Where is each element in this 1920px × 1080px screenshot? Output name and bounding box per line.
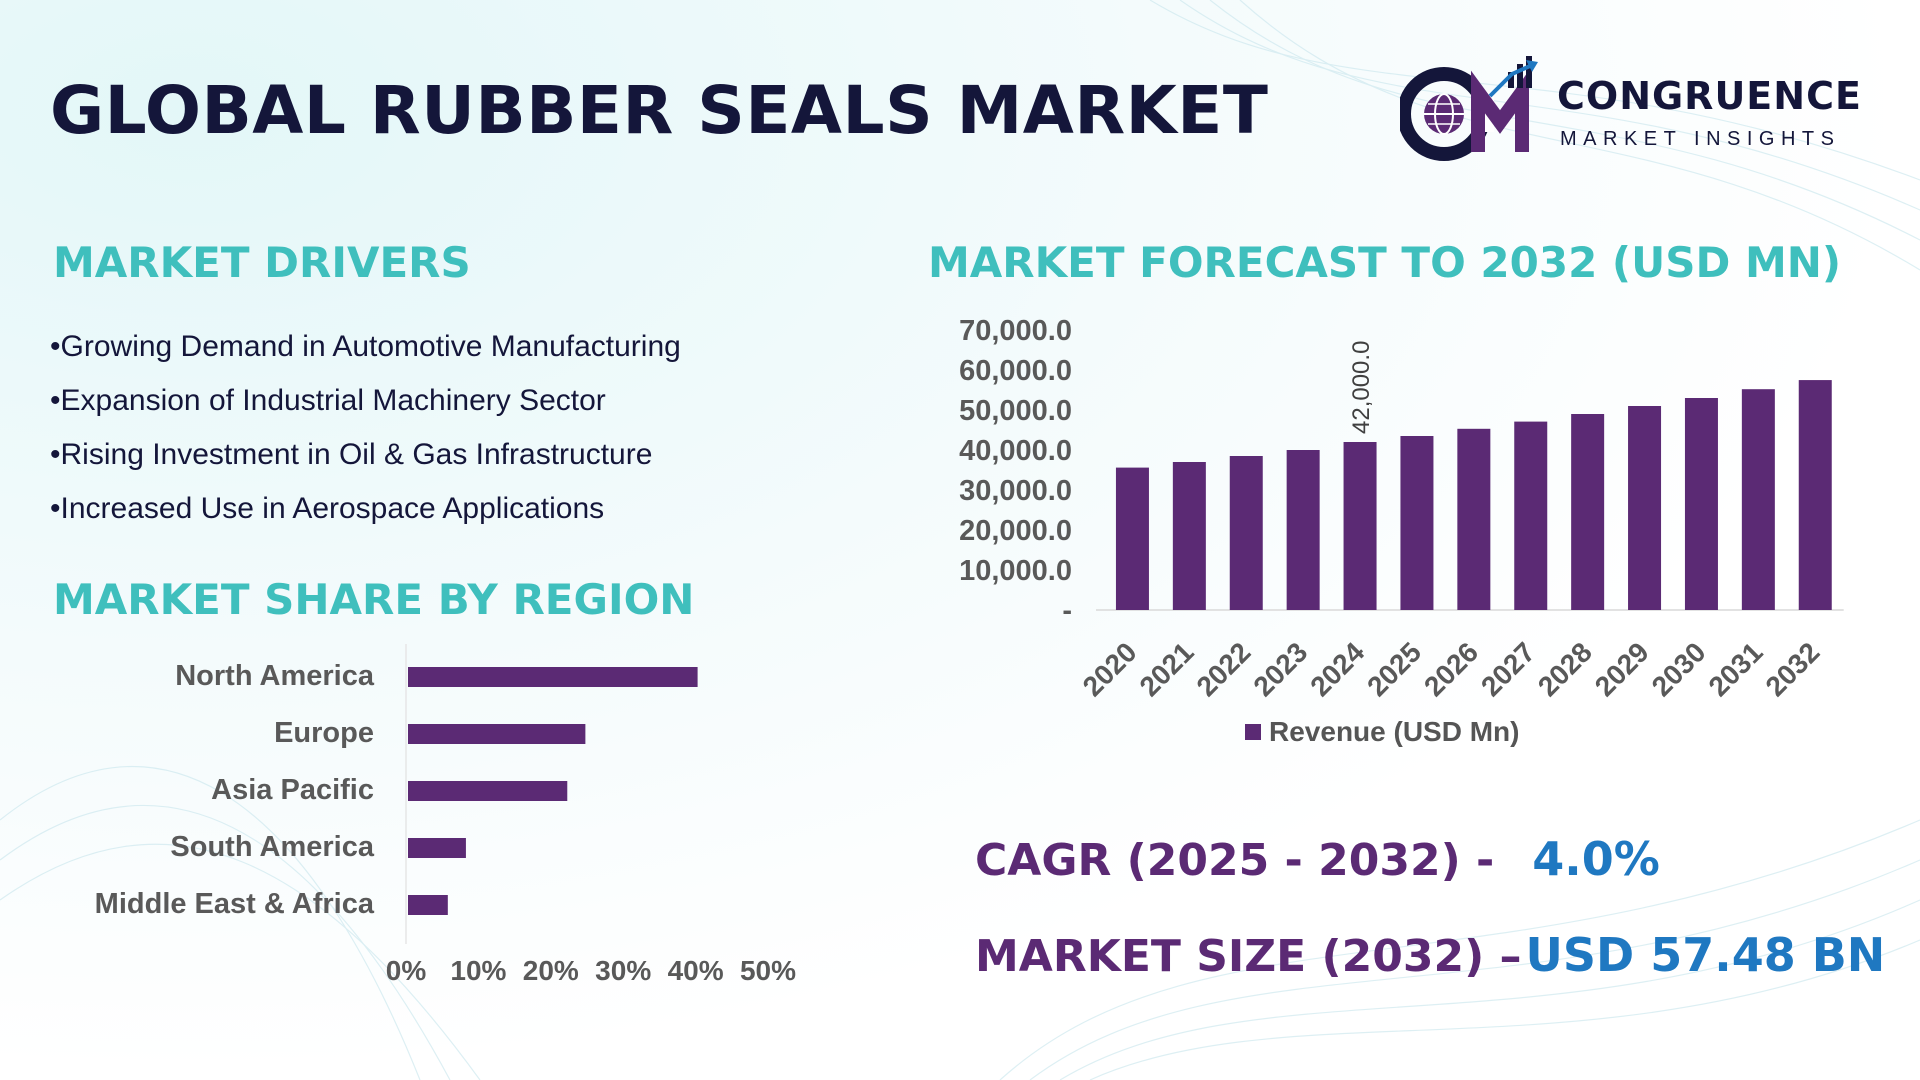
- forecast-y-tick-label: 50,000.0: [959, 395, 1072, 427]
- market-drivers-heading: MARKET DRIVERS: [53, 238, 471, 287]
- forecast-bar: [1286, 450, 1320, 610]
- forecast-x-tick-label: 2029: [1589, 636, 1655, 702]
- region-x-tick-label: 20%: [523, 955, 579, 986]
- region-category-label: South America: [170, 831, 374, 863]
- forecast-x-tick-label: 2028: [1532, 636, 1598, 702]
- market-size-label: MARKET SIZE (2032) –: [975, 931, 1522, 982]
- region-category-label: Europe: [274, 717, 374, 749]
- forecast-legend: Revenue (USD Mn): [1245, 716, 1519, 748]
- forecast-y-tick-label: 70,000.0: [959, 315, 1072, 347]
- cagr-value: 4.0%: [1532, 832, 1660, 886]
- forecast-bar: [1798, 380, 1832, 610]
- market-size-stat: MARKET SIZE (2032) –USD 57.48 BN: [975, 928, 1885, 982]
- region-share-bar-chart: North America Europe Asia Pacific South Ame…: [95, 644, 796, 986]
- region-x-tick-label: 30%: [595, 955, 651, 986]
- forecast-bar: [1741, 389, 1775, 610]
- forecast-x-tick-label: 2021: [1134, 636, 1200, 702]
- region-x-tick-label: 0%: [386, 955, 427, 986]
- forecast-x-tick-label: 2032: [1760, 636, 1826, 702]
- forecast-data-label: 42,000.0: [1348, 341, 1375, 434]
- region-bar: [408, 667, 698, 687]
- region-x-tick-label: 10%: [450, 955, 506, 986]
- cm-globe-growth-logo-icon: [1400, 56, 1538, 161]
- forecast-bar: [1343, 442, 1377, 610]
- forecast-x-tick-label: 2027: [1475, 636, 1541, 702]
- forecast-heading: MARKET FORECAST TO 2032 (USD MN): [928, 238, 1842, 287]
- company-logo: CONGRUENCE MARKET INSIGHTS: [1400, 52, 1870, 162]
- market-drivers-list: Growing Demand in Automotive Manufacturi…: [50, 320, 681, 536]
- forecast-y-tick-label: 40,000.0: [959, 435, 1072, 467]
- forecast-y-tick-label: 10,000.0: [959, 555, 1072, 587]
- forecast-x-tick-label: 2030: [1646, 636, 1712, 702]
- forecast-bar: [1400, 436, 1434, 610]
- forecast-x-tick-label: 2025: [1361, 636, 1427, 702]
- forecast-bar: [1229, 456, 1263, 610]
- forecast-bar: [1571, 414, 1605, 610]
- region-category-label: North America: [175, 660, 375, 692]
- forecast-x-tick-label: 2020: [1077, 636, 1143, 702]
- forecast-x-tick-label: 2024: [1304, 636, 1370, 702]
- cagr-label: CAGR (2025 - 2032) -: [975, 835, 1495, 886]
- legend-label: Revenue (USD Mn): [1269, 716, 1520, 747]
- market-size-value: USD 57.48 BN: [1525, 928, 1886, 982]
- forecast-y-tick-label: -: [1062, 595, 1072, 627]
- region-share-heading: MARKET SHARE BY REGION: [53, 575, 695, 624]
- forecast-y-tick-label: 30,000.0: [959, 475, 1072, 507]
- forecast-bar: [1115, 467, 1149, 610]
- driver-item: Growing Demand in Automotive Manufacturi…: [50, 320, 681, 374]
- driver-item: Increased Use in Aerospace Applications: [50, 482, 681, 536]
- region-bar: [408, 781, 568, 801]
- forecast-bar: [1684, 398, 1718, 610]
- region-x-tick-label: 40%: [668, 955, 724, 986]
- forecast-bar: [1514, 421, 1548, 610]
- forecast-y-tick-label: 20,000.0: [959, 515, 1072, 547]
- page-title: GLOBAL RUBBER SEALS MARKET: [50, 72, 1269, 149]
- logo-tagline: MARKET INSIGHTS: [1560, 128, 1841, 150]
- driver-item: Rising Investment in Oil & Gas Infrastru…: [50, 428, 681, 482]
- forecast-x-tick-label: 2023: [1247, 636, 1313, 702]
- forecast-bar-chart: - 10,000.0 20,000.0 30,000.0 40,000.0 50,000.…: [959, 315, 1844, 702]
- forecast-bar: [1172, 462, 1206, 610]
- forecast-x-tick-label: 2031: [1703, 636, 1769, 702]
- region-bar: [408, 895, 448, 915]
- region-bar: [408, 724, 586, 744]
- region-category-label: Asia Pacific: [211, 774, 374, 806]
- legend-swatch: [1245, 724, 1261, 740]
- region-x-tick-label: 50%: [740, 955, 796, 986]
- logo-name: CONGRUENCE: [1557, 74, 1862, 118]
- cagr-stat: CAGR (2025 - 2032) - 4.0%: [975, 832, 1660, 886]
- forecast-x-tick-label: 2026: [1418, 636, 1484, 702]
- region-category-label: Middle East & Africa: [95, 888, 375, 920]
- forecast-bar: [1457, 428, 1491, 610]
- driver-item: Expansion of Industrial Machinery Sector: [50, 374, 681, 428]
- forecast-y-tick-label: 60,000.0: [959, 355, 1072, 387]
- forecast-bar: [1628, 406, 1662, 610]
- forecast-x-tick-label: 2022: [1191, 636, 1257, 702]
- region-bar: [408, 838, 466, 858]
